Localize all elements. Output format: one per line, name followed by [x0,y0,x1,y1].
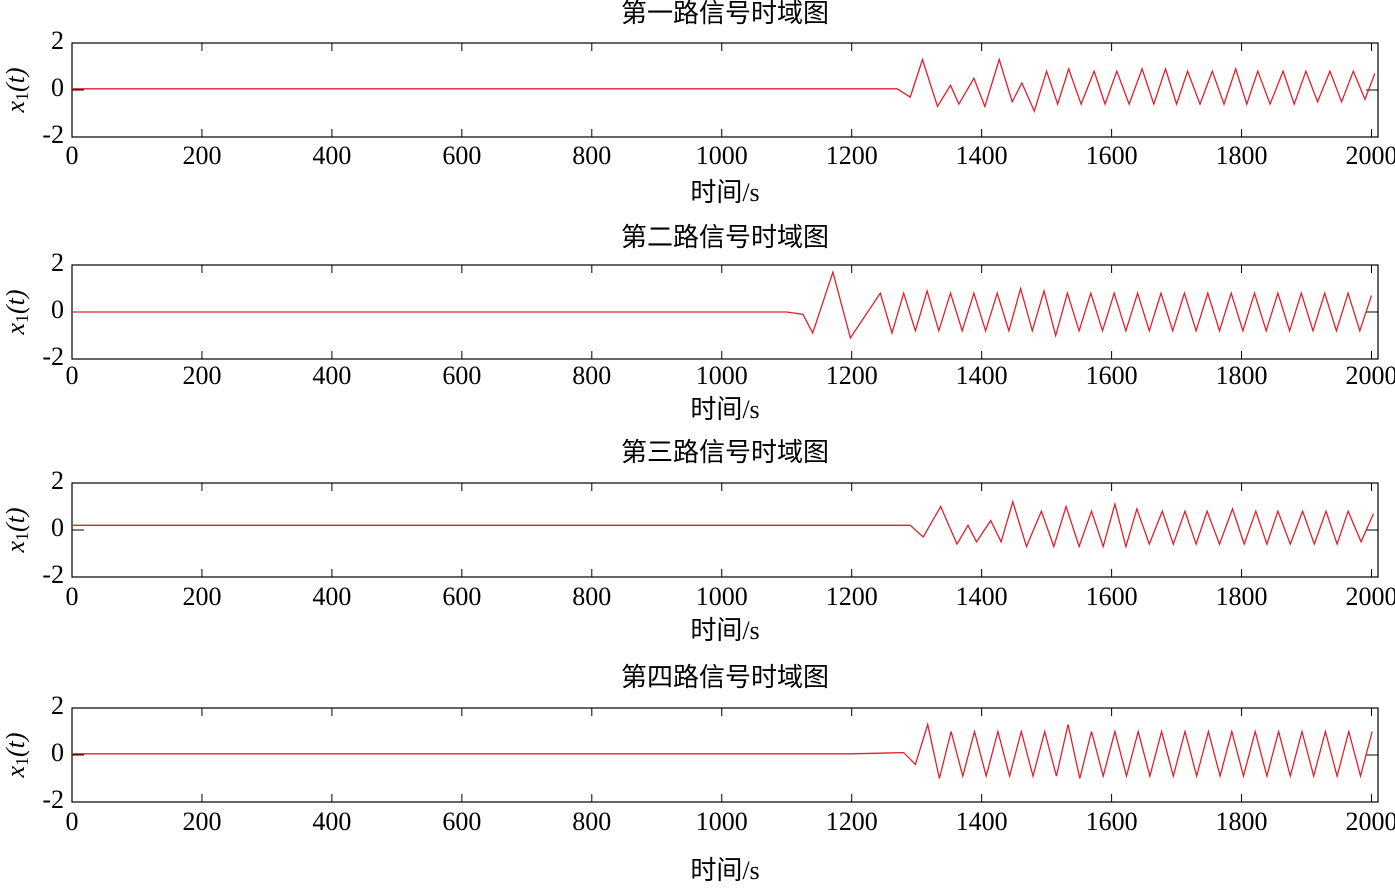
y-label-rest: (t) [1,67,30,92]
y-axis-label: x1(t) [1,289,32,335]
x-tick-label: 1400 [956,807,1008,836]
signal-line [72,57,1376,114]
x-axis-label: 时间/s [690,395,759,424]
x-tick-label: 1800 [1216,582,1268,611]
signal-line [72,721,1373,779]
y-label-sub: 1 [12,757,32,766]
y-label-main: x [1,323,30,336]
x-tick-label: 1600 [1086,807,1138,836]
y-label-rest: (t) [1,507,30,532]
x-tick-label: 400 [312,582,351,611]
y-label-main: x [1,101,30,114]
x-tick-label: 0 [66,361,79,390]
x-tick-label: 1600 [1086,141,1138,170]
y-tick-label: 2 [51,691,64,720]
x-tick-label: 600 [442,807,481,836]
chart-title: 第三路信号时域图 [621,438,829,467]
y-tick-label: 2 [51,466,64,495]
chart-title: 第四路信号时域图 [621,663,829,692]
x-tick-label: 0 [66,582,79,611]
x-tick-label: 1400 [956,582,1008,611]
y-axis-label: x1(t) [1,67,32,113]
x-tick-label: 1000 [696,361,748,390]
y-label-sub: 1 [12,92,32,101]
y-tick-label: 0 [51,513,64,542]
x-tick-label: 1800 [1216,361,1268,390]
x-tick-label: 2000 [1346,141,1395,170]
plot-frame [71,482,1379,578]
y-tick-label: 0 [51,738,64,767]
y-label-main: x [1,541,30,554]
x-tick-label: 1200 [826,582,878,611]
x-tick-label: 800 [572,141,611,170]
x-tick-label: 1000 [696,582,748,611]
x-axis-label: 时间/s [690,178,759,207]
x-tick-label: 600 [442,361,481,390]
x-tick-label: 400 [312,141,351,170]
y-tick-label: -2 [42,342,64,371]
x-tick-label: 1800 [1216,807,1268,836]
signal-line [72,499,1375,549]
y-tick-label: 0 [51,73,64,102]
y-label-sub: 1 [12,532,32,541]
signal-line [72,269,1373,340]
y-label-rest: (t) [1,289,30,314]
y-label-main: x [1,766,30,779]
plot-frame [71,707,1379,803]
y-axis-label: x1(t) [1,732,32,778]
x-tick-label: 200 [182,361,221,390]
x-tick-label: 400 [312,807,351,836]
x-tick-label: 1800 [1216,141,1268,170]
x-tick-label: 2000 [1346,361,1395,390]
x-tick-label: 600 [442,582,481,611]
y-label-sub: 1 [12,314,32,323]
x-axis-label: 时间/s [690,856,759,885]
x-tick-label: 200 [182,807,221,836]
x-tick-label: 1000 [696,141,748,170]
y-tick-label: -2 [42,120,64,149]
x-tick-label: 1000 [696,807,748,836]
x-tick-label: 0 [66,141,79,170]
y-tick-label: -2 [42,785,64,814]
y-axis-label: x1(t) [1,507,32,553]
x-tick-label: 2000 [1346,807,1395,836]
plot-frame [71,42,1379,138]
chart-title: 第一路信号时域图 [621,0,829,28]
x-axis-label: 时间/s [690,616,759,645]
x-tick-label: 800 [572,807,611,836]
x-tick-label: 800 [572,582,611,611]
x-tick-label: 400 [312,361,351,390]
x-tick-label: 2000 [1346,582,1395,611]
y-tick-label: 0 [51,295,64,324]
x-tick-label: 1400 [956,141,1008,170]
x-tick-label: 200 [182,141,221,170]
x-tick-label: 1200 [826,141,878,170]
x-tick-label: 800 [572,361,611,390]
x-tick-label: 0 [66,807,79,836]
y-tick-label: 2 [51,26,64,55]
y-tick-label: -2 [42,560,64,589]
chart-title: 第二路信号时域图 [621,223,829,252]
y-label-rest: (t) [1,732,30,757]
x-tick-label: 200 [182,582,221,611]
x-tick-label: 1200 [826,361,878,390]
y-tick-label: 2 [51,248,64,277]
x-tick-label: 600 [442,141,481,170]
x-tick-label: 1400 [956,361,1008,390]
x-tick-label: 1600 [1086,582,1138,611]
x-tick-label: 1600 [1086,361,1138,390]
x-tick-label: 1200 [826,807,878,836]
